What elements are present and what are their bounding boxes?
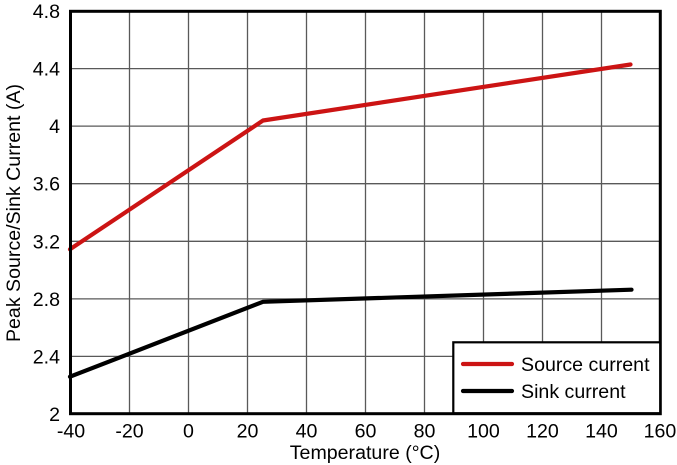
svg-text:2.4: 2.4 (33, 346, 60, 368)
svg-text:2.8: 2.8 (33, 289, 60, 311)
svg-text:Source current: Source current (521, 354, 650, 376)
svg-text:Temperature (°C): Temperature (°C) (290, 442, 440, 464)
svg-text:4.8: 4.8 (33, 1, 60, 23)
svg-text:40: 40 (296, 421, 318, 443)
svg-text:140: 140 (585, 421, 618, 443)
svg-text:80: 80 (414, 421, 436, 443)
svg-text:4.4: 4.4 (33, 59, 60, 81)
svg-text:20: 20 (237, 421, 259, 443)
svg-text:0: 0 (183, 421, 194, 443)
svg-text:-20: -20 (115, 421, 143, 443)
svg-text:3.2: 3.2 (33, 231, 60, 253)
svg-text:Peak Source/Sink Current (A): Peak Source/Sink Current (A) (3, 84, 25, 342)
svg-text:100: 100 (467, 421, 500, 443)
svg-text:120: 120 (526, 421, 559, 443)
svg-text:Sink current: Sink current (521, 381, 626, 403)
svg-text:2: 2 (49, 404, 60, 426)
svg-text:160: 160 (644, 421, 677, 443)
svg-text:60: 60 (355, 421, 377, 443)
svg-text:3.6: 3.6 (33, 174, 60, 196)
svg-text:-40: -40 (57, 421, 85, 443)
svg-text:4: 4 (49, 116, 60, 138)
